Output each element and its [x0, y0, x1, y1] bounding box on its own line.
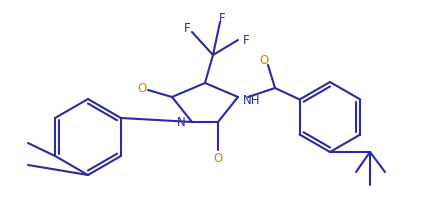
- Text: NH: NH: [243, 93, 261, 106]
- Text: F: F: [243, 34, 250, 48]
- Text: F: F: [219, 12, 225, 26]
- Text: O: O: [259, 53, 269, 67]
- Text: O: O: [214, 152, 222, 164]
- Text: O: O: [137, 82, 147, 94]
- Text: N: N: [177, 116, 186, 130]
- Text: F: F: [184, 22, 190, 35]
